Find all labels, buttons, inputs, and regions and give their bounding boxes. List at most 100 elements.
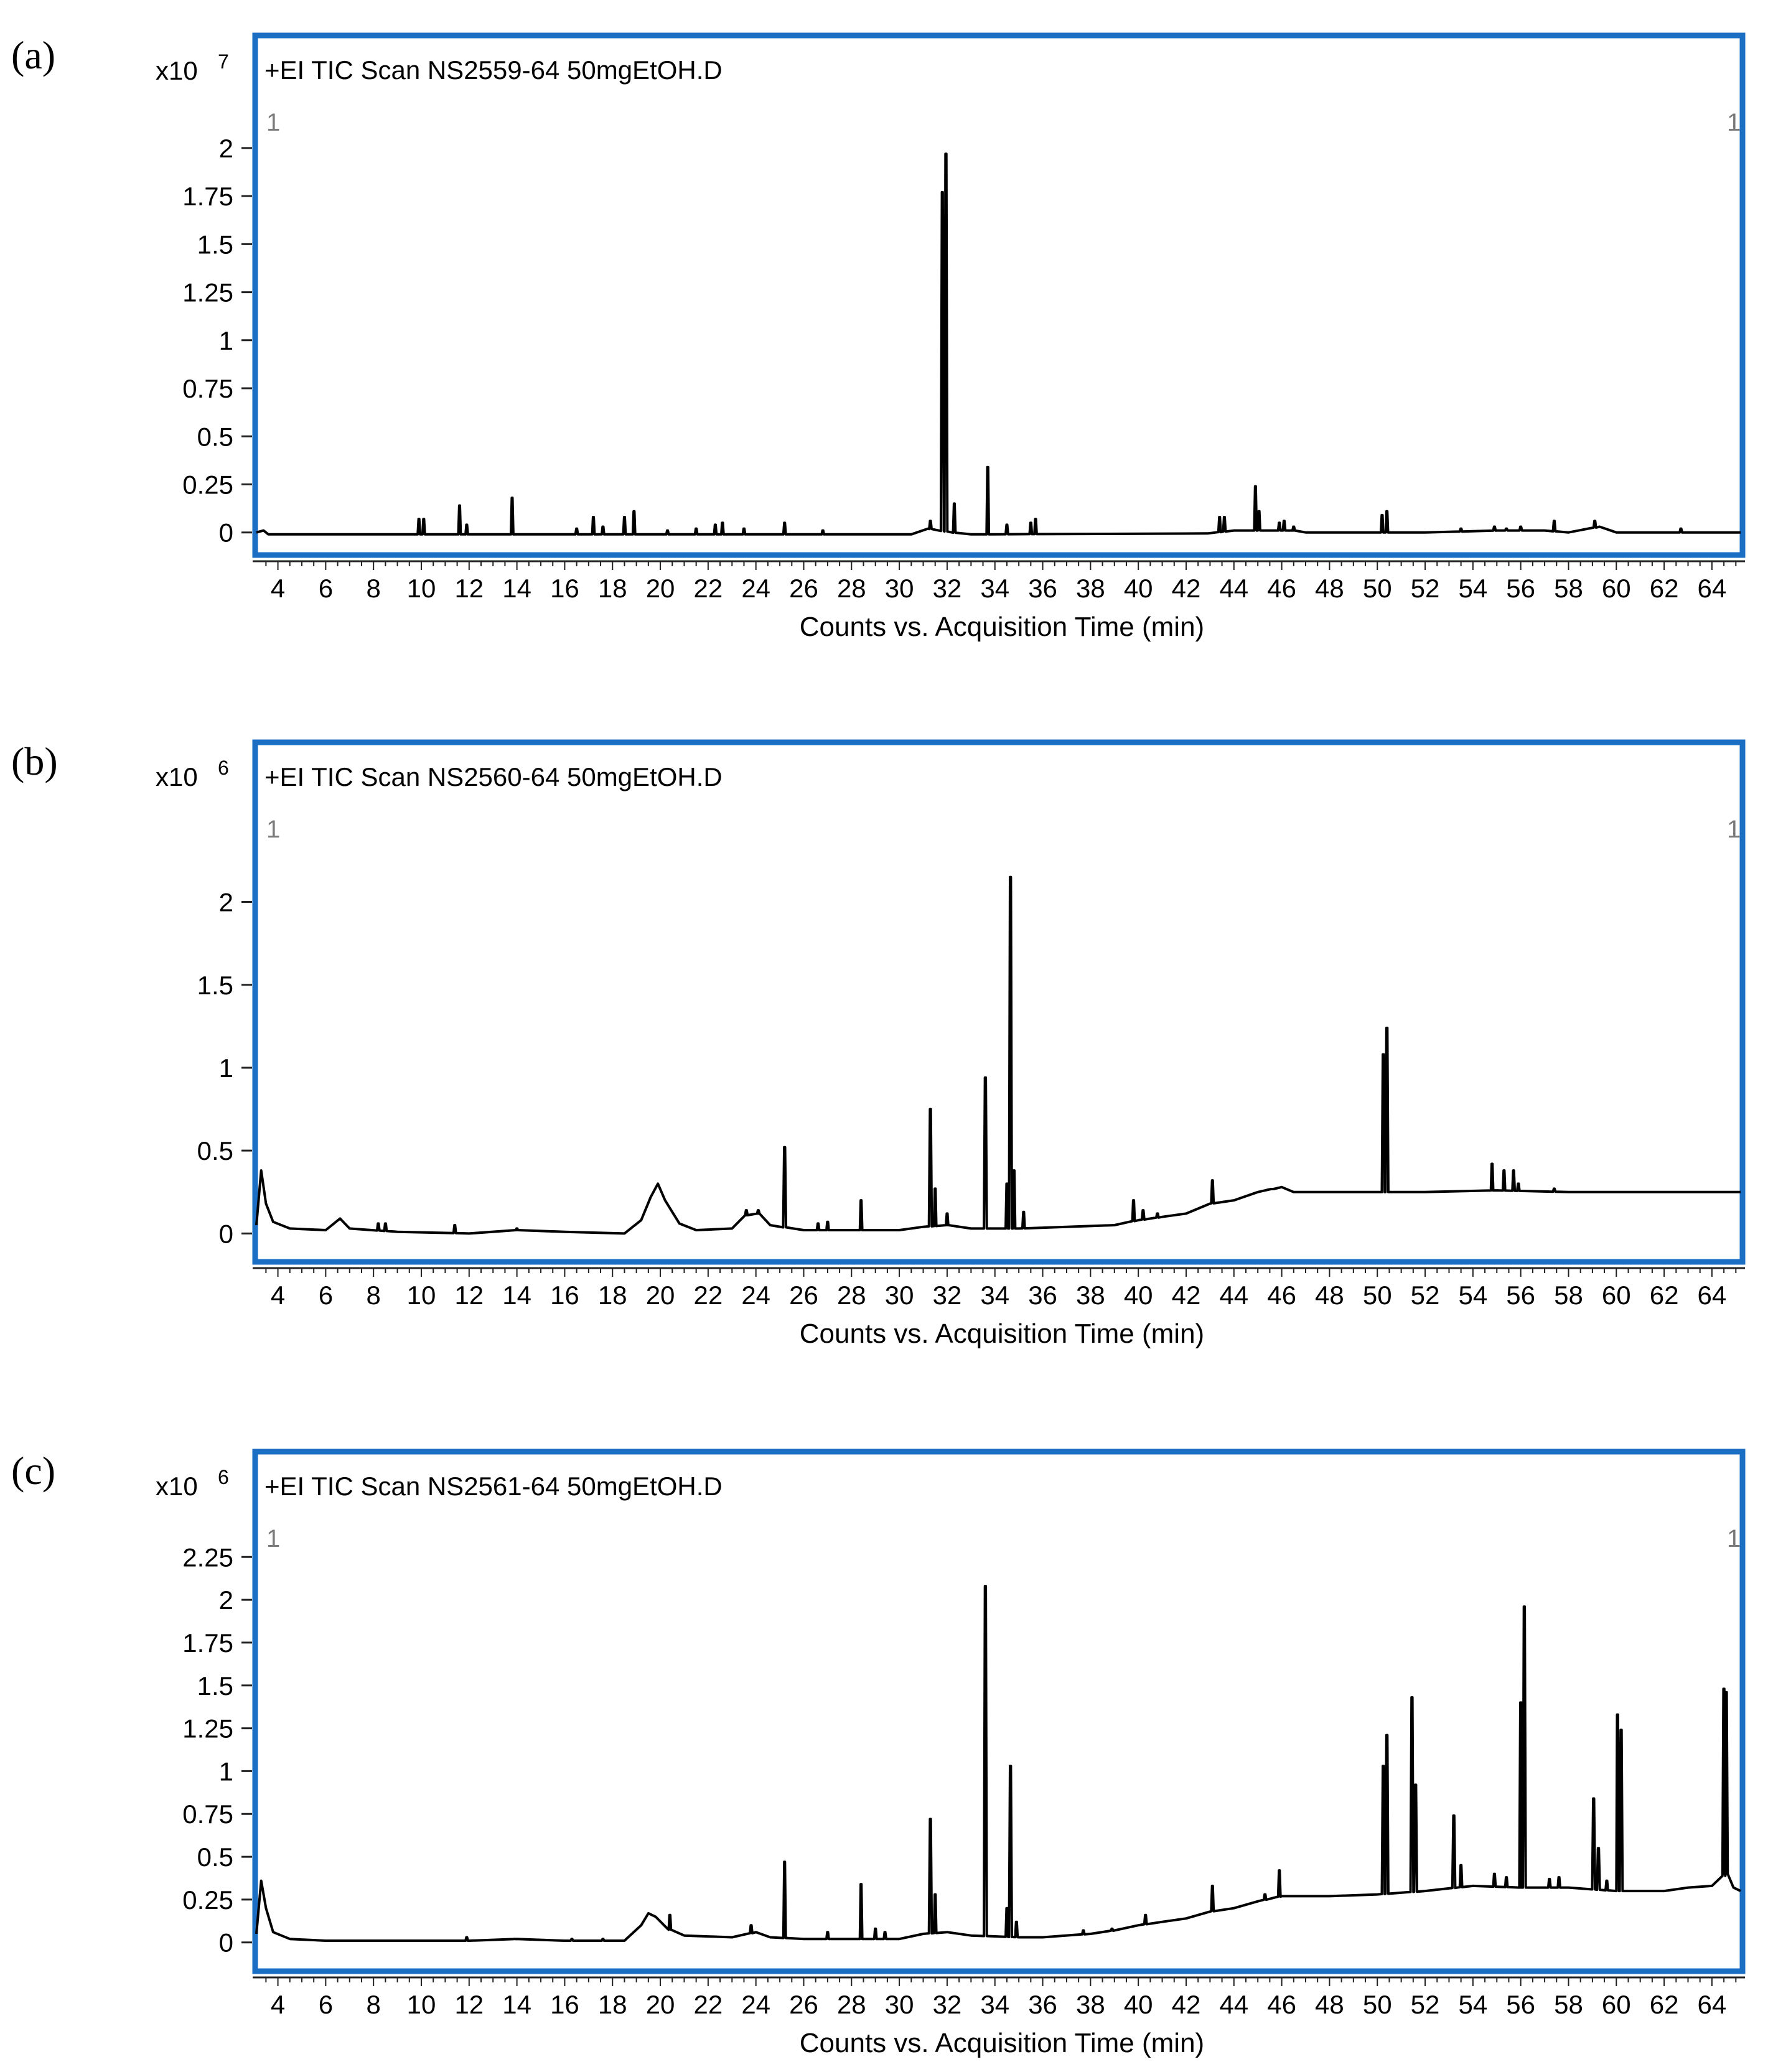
x-tick-label: 22 <box>694 1990 723 2019</box>
x-tick-label: 8 <box>367 574 381 603</box>
y-tick-label: 0.25 <box>182 470 233 500</box>
x-tick-label: 48 <box>1315 574 1344 603</box>
corner-marker-left: 1 <box>266 1525 280 1552</box>
x-tick-label: 48 <box>1315 1990 1344 2019</box>
x-tick-label: 18 <box>598 1281 627 1310</box>
x-tick-label: 6 <box>319 1990 333 2019</box>
x-tick-label: 24 <box>741 574 770 603</box>
x-tick-label: 58 <box>1554 1990 1583 2019</box>
y-tick-label: 1.75 <box>182 1628 233 1658</box>
panel-label: (c) <box>11 1449 55 1493</box>
x-tick-label: 36 <box>1028 1990 1057 2019</box>
scan-header: +EI TIC Scan NS2560-64 50mgEtOH.D <box>264 762 723 791</box>
x-tick-label: 4 <box>271 1990 285 2019</box>
x-tick-label: 14 <box>502 1281 531 1310</box>
x-tick-label: 12 <box>454 1990 484 2019</box>
x-tick-label: 40 <box>1124 1990 1153 2019</box>
x-tick-label: 24 <box>741 1990 770 2019</box>
x-tick-label: 28 <box>837 574 866 603</box>
x-tick-label: 26 <box>789 1990 818 2019</box>
x-tick-label: 36 <box>1028 574 1057 603</box>
panel-b: (b) x10 6 +EI TIC Scan NS2560-64 50mgEtO… <box>11 739 1746 1349</box>
y-exponent-prefix: x10 <box>156 1472 198 1501</box>
x-tick-label: 32 <box>933 1990 962 2019</box>
x-tick-label: 52 <box>1411 1281 1440 1310</box>
y-tick-label: 0.5 <box>197 422 233 451</box>
x-tick-label: 46 <box>1267 1990 1296 2019</box>
corner-marker-right: 1 <box>1727 109 1741 136</box>
y-tick-label: 0.5 <box>197 1136 233 1165</box>
x-tick-label: 46 <box>1267 1281 1296 1310</box>
x-axis-ticks: 4 6 8 10 12 14 16 18 20 22 24 26 28 30 32 34 36 38 40 42 44 4… <box>253 1267 1745 1310</box>
x-tick-label: 34 <box>980 1990 1009 2019</box>
x-tick-label: 58 <box>1554 574 1583 603</box>
y-tick-label: 1.5 <box>197 971 233 1000</box>
x-tick-label: 58 <box>1554 1281 1583 1310</box>
y-tick-label: 1.5 <box>197 1671 233 1701</box>
x-axis-title: Counts vs. Acquisition Time (min) <box>800 2028 1204 2058</box>
x-tick-label: 42 <box>1172 1281 1201 1310</box>
x-axis-ticks: 4 6 8 10 12 14 16 18 20 22 24 26 28 30 32 34 36 38 40 42 44 4… <box>253 1976 1745 2019</box>
y-tick-label: 1 <box>219 1053 233 1083</box>
x-tick-label: 30 <box>885 574 914 603</box>
x-tick-label: 24 <box>741 1281 770 1310</box>
x-tick-label: 52 <box>1411 574 1440 603</box>
plot-frame <box>252 739 1746 1265</box>
x-tick-label: 52 <box>1411 1990 1440 2019</box>
y-exponent: 7 <box>218 50 229 73</box>
y-tick-label: 2.25 <box>182 1542 233 1572</box>
x-tick-label: 48 <box>1315 1281 1344 1310</box>
panel-a: (a) x10 7 +EI TIC Scan NS2559-64 50mgEtO… <box>11 32 1746 642</box>
panel-label: (b) <box>11 739 58 783</box>
plot-frame <box>252 32 1746 558</box>
x-tick-label: 38 <box>1076 1281 1105 1310</box>
x-tick-label: 60 <box>1602 1990 1631 2019</box>
y-tick-label: 1 <box>219 326 233 355</box>
x-axis-title: Counts vs. Acquisition Time (min) <box>800 612 1204 642</box>
x-tick-label: 18 <box>598 1990 627 2019</box>
y-axis-ticks: 0 0.5 1 1.5 2 <box>197 888 252 1248</box>
x-tick-label: 38 <box>1076 1990 1105 2019</box>
x-tick-label: 22 <box>694 574 723 603</box>
corner-marker-left: 1 <box>266 109 280 136</box>
y-exponent-prefix: x10 <box>156 762 198 791</box>
x-tick-label: 62 <box>1650 1990 1679 2019</box>
y-tick-label: 0.5 <box>197 1842 233 1872</box>
corner-marker-left: 1 <box>266 816 280 843</box>
x-tick-label: 22 <box>694 1281 723 1310</box>
x-axis-title: Counts vs. Acquisition Time (min) <box>800 1318 1204 1349</box>
x-tick-label: 6 <box>319 1281 333 1310</box>
y-tick-label: 1 <box>219 1757 233 1786</box>
x-tick-label: 38 <box>1076 574 1105 603</box>
x-tick-label: 12 <box>454 1281 484 1310</box>
corner-marker-right: 1 <box>1727 816 1741 843</box>
x-tick-label: 4 <box>271 574 285 603</box>
x-tick-label: 40 <box>1124 574 1153 603</box>
x-axis-ticks: 4 6 8 10 12 14 16 18 20 22 24 26 28 30 32 34 36 38 40 42 44 4… <box>253 560 1745 603</box>
x-tick-label: 50 <box>1363 1281 1392 1310</box>
x-tick-label: 14 <box>502 574 531 603</box>
y-exponent-prefix: x10 <box>156 56 198 85</box>
x-tick-label: 40 <box>1124 1281 1153 1310</box>
x-tick-label: 20 <box>646 1281 675 1310</box>
panel-label: (a) <box>11 33 55 77</box>
y-tick-label: 2 <box>219 888 233 917</box>
x-tick-label: 20 <box>646 1990 675 2019</box>
x-tick-label: 44 <box>1219 574 1248 603</box>
x-tick-label: 42 <box>1172 574 1201 603</box>
x-tick-label: 30 <box>885 1281 914 1310</box>
x-tick-label: 62 <box>1650 574 1679 603</box>
x-tick-label: 44 <box>1219 1281 1248 1310</box>
y-axis-ticks: 0 0.25 0.5 0.75 1 1.25 1.5 1.75 2 <box>182 134 252 548</box>
y-tick-label: 0.25 <box>182 1885 233 1915</box>
y-tick-label: 2 <box>219 1585 233 1615</box>
x-tick-label: 10 <box>407 1990 436 2019</box>
y-tick-label: 2 <box>219 134 233 163</box>
y-tick-label: 0 <box>219 518 233 548</box>
x-tick-label: 56 <box>1506 1990 1535 2019</box>
x-tick-label: 34 <box>980 574 1009 603</box>
x-tick-label: 42 <box>1172 1990 1201 2019</box>
x-tick-label: 50 <box>1363 574 1392 603</box>
tic-trace <box>255 1585 1741 1942</box>
